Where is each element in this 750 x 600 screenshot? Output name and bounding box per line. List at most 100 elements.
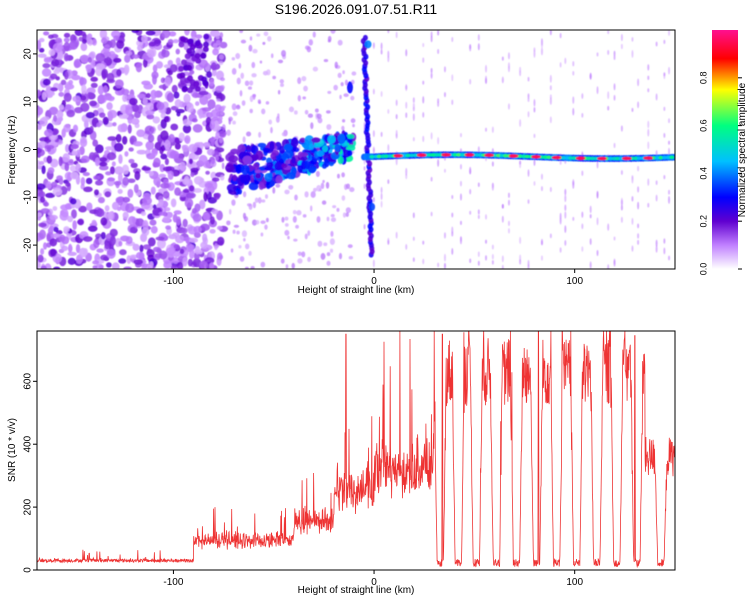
spectrogram-cell xyxy=(218,60,224,66)
spectrogram-cell xyxy=(255,220,260,225)
spectrogram-cell xyxy=(113,180,122,186)
snr-series-line xyxy=(37,331,675,569)
spectrogram-cell xyxy=(395,114,398,120)
spectrogram-cell xyxy=(128,97,138,106)
spectrogram-cell xyxy=(242,136,246,143)
spectrogram-cell xyxy=(643,156,654,160)
spectrogram-cell xyxy=(61,245,68,252)
spectrogram-cell xyxy=(143,83,154,90)
spectrogram-cell xyxy=(260,220,266,224)
spectrogram-cell xyxy=(663,72,666,77)
spectrogram-cell xyxy=(136,129,146,138)
spectrogram-cell xyxy=(412,102,415,110)
spectrogram-cell xyxy=(111,262,120,269)
spectrogram-cell xyxy=(485,214,488,220)
spectrogram-cell xyxy=(60,79,67,86)
spectrogram-cell xyxy=(99,165,109,171)
spectrogram-cell xyxy=(46,233,51,242)
spectrogram-cell xyxy=(175,216,181,226)
spectrogram-cell xyxy=(91,219,97,226)
spectrogram-cell xyxy=(112,122,117,127)
spectrogram-cell xyxy=(589,238,592,245)
spectrogram-cell xyxy=(199,199,206,210)
spectrogram-cell xyxy=(147,134,155,143)
spectrogram-cell xyxy=(37,124,42,130)
spectrogram-cell xyxy=(295,224,299,229)
spectrogram-cell xyxy=(317,117,323,124)
spectrogram-cell xyxy=(267,35,272,42)
spectrogram-cell xyxy=(240,72,245,79)
spectrogram-cell xyxy=(209,228,216,234)
spectrogram-cell xyxy=(174,99,182,108)
spectrogram-cell xyxy=(314,108,319,113)
spectrogram-cell xyxy=(631,49,634,58)
spectrogram-cell xyxy=(238,62,242,69)
spectrogram-cell xyxy=(79,77,87,86)
spectrogram-cell xyxy=(412,153,418,158)
spectrogram-cell xyxy=(451,194,454,200)
spectrogram-cell xyxy=(484,153,495,157)
spectrogram-cell xyxy=(352,123,355,128)
spectrogram-cell xyxy=(263,31,269,37)
spectrogram-cell xyxy=(218,126,222,130)
spectrogram-cell xyxy=(118,154,123,164)
spectrogram-cell xyxy=(508,154,519,158)
spectrogram-cell xyxy=(174,142,181,150)
spectrogram-cell xyxy=(164,76,172,87)
spectrogram-cell xyxy=(107,109,118,119)
spectrogram-cell xyxy=(37,53,47,58)
spectrogram-cell xyxy=(507,103,510,110)
spectrogram-cell xyxy=(501,264,504,269)
spectrogram-cell xyxy=(209,262,215,269)
spectrogram-cell xyxy=(679,203,681,208)
spectrogram-cell xyxy=(49,238,58,247)
spectrogram-cell xyxy=(106,248,116,259)
spectrogram-cell xyxy=(80,42,88,52)
spectrogram-cell xyxy=(132,54,140,59)
spectrogram-cell xyxy=(387,179,390,185)
spectrogram-cell xyxy=(104,191,112,198)
spectrogram-cell xyxy=(236,230,240,235)
spectrogram-cell xyxy=(422,258,425,265)
spectrogram-cell xyxy=(41,68,52,77)
spectrogram-cell xyxy=(125,106,133,116)
spectrogram-cell xyxy=(611,156,617,161)
spectrogram-cell xyxy=(248,44,253,52)
spectrogram-cell xyxy=(491,260,494,265)
spectrogram-cell xyxy=(113,142,124,152)
spectrogram-cell xyxy=(527,199,530,204)
spectrogram-cell xyxy=(164,207,171,212)
spectrogram-cell xyxy=(46,155,53,164)
spectrogram-cell xyxy=(38,37,45,43)
spectrogram-cell xyxy=(250,266,255,269)
spectrogram-cell xyxy=(244,80,250,87)
spectrogram-cell xyxy=(47,167,55,174)
colorbar-tick-label: 0.4 xyxy=(698,167,708,180)
spectrogram-cell xyxy=(94,189,100,196)
spectrogram-cell xyxy=(296,210,302,216)
spectrogram-cell xyxy=(633,156,639,161)
spectrogram-cell xyxy=(232,120,236,125)
spectrogram-cell xyxy=(662,155,668,160)
spectrogram-cell xyxy=(441,153,452,157)
spectrogram-cell xyxy=(564,194,567,203)
spectrogram-cell xyxy=(549,85,552,91)
spectrogram-cell xyxy=(192,123,203,133)
spectrogram-cell xyxy=(173,244,180,249)
spectrogram-cell xyxy=(219,32,224,39)
spectrogram-cell xyxy=(412,236,415,241)
spectrogram-cell xyxy=(346,134,355,139)
spectrogram-cell xyxy=(147,248,153,254)
spectrogram-cell xyxy=(96,208,105,218)
spectrogram-cell xyxy=(213,193,220,200)
spectrogram-cell xyxy=(97,85,104,95)
spectrogram-cell xyxy=(507,52,510,60)
spectrogram-cell xyxy=(137,44,144,52)
spectrogram-cell xyxy=(167,170,174,180)
spectrogram-cell xyxy=(161,145,166,152)
spectrogram-cell xyxy=(330,30,336,34)
spectrogram-cell xyxy=(40,208,50,214)
spectrogram-cell xyxy=(387,109,390,114)
spectrogram-cell xyxy=(231,199,236,206)
spectrogram-cell xyxy=(141,166,152,171)
